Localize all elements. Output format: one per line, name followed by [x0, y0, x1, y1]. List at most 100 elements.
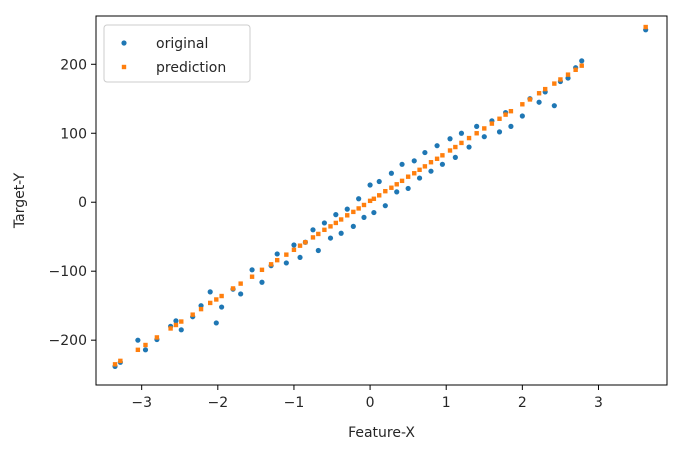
original-point [367, 182, 373, 188]
original-point [207, 289, 213, 295]
original-point [519, 113, 525, 119]
prediction-point [508, 108, 514, 114]
original-point [135, 337, 141, 343]
legend-entry-original: original [121, 36, 208, 52]
prediction-point [118, 358, 123, 364]
x-tick-label: −1 [284, 395, 305, 411]
original-point [142, 347, 149, 353]
original-point [327, 235, 334, 241]
original-point [536, 99, 542, 105]
prediction-point [268, 262, 274, 267]
legend-entries: original prediction [121, 36, 226, 76]
original-point [551, 103, 557, 109]
prediction-point [503, 112, 508, 117]
prediction-point [230, 286, 236, 291]
series-prediction [112, 24, 648, 367]
prediction-point [417, 167, 422, 173]
original-point [274, 251, 280, 257]
prediction-point [474, 131, 479, 136]
original-point [356, 196, 362, 202]
original-point [350, 223, 356, 229]
prediction-point [238, 281, 243, 286]
legend-label: prediction [156, 60, 226, 76]
prediction-point [399, 178, 405, 184]
prediction-point [316, 231, 321, 237]
original-point [249, 267, 255, 273]
prediction-point [338, 217, 344, 222]
prediction-point [422, 164, 428, 169]
prediction-point [565, 72, 571, 77]
prediction-point [179, 319, 184, 324]
original-point [394, 189, 400, 195]
prediction-point [520, 102, 525, 107]
y-ticks: −200 −100 0 100 200 [49, 57, 96, 349]
x-tick-label: 0 [366, 395, 375, 411]
original-point [297, 254, 303, 261]
prediction-point [345, 213, 350, 218]
prediction-point [291, 247, 297, 253]
prediction-point [198, 306, 204, 312]
prediction-point [361, 202, 367, 208]
prediction-point [447, 148, 453, 153]
prediction-point [297, 243, 303, 248]
original-point [376, 178, 382, 185]
prediction-point [453, 144, 458, 150]
prediction-point [536, 91, 542, 96]
original-point [481, 134, 487, 140]
prediction-point [542, 86, 548, 92]
original-point [338, 230, 344, 236]
original-point [428, 168, 434, 174]
original-point [291, 242, 297, 248]
original-point [333, 212, 339, 218]
prediction-point [168, 326, 173, 331]
prediction-point [412, 171, 417, 176]
prediction-point [208, 300, 213, 306]
prediction-point [303, 240, 308, 245]
original-point [178, 327, 184, 333]
prediction-point [489, 121, 495, 126]
legend-label: original [156, 36, 208, 52]
prediction-point [190, 312, 195, 317]
axes-frame [95, 15, 668, 386]
prediction-point [394, 182, 399, 187]
prediction-point [310, 235, 316, 240]
original-point [371, 209, 377, 216]
original-point [173, 318, 179, 324]
prediction-point [284, 252, 289, 257]
original-point [388, 170, 394, 176]
prediction-point [377, 193, 382, 198]
prediction-point [112, 362, 118, 367]
prediction-point [351, 209, 356, 215]
y-tick-label: 100 [60, 126, 87, 142]
original-point [219, 304, 225, 310]
prediction-point [383, 188, 388, 194]
prediction-point [405, 174, 411, 179]
x-tick-label: 1 [442, 395, 451, 411]
prediction-point [466, 135, 472, 141]
prediction-point [259, 267, 265, 273]
prediction-point [579, 63, 584, 68]
legend-entry-prediction: prediction [121, 60, 226, 76]
prediction-point [371, 196, 377, 201]
original-point [382, 203, 388, 209]
x-tick-label: −3 [131, 395, 152, 411]
original-point [411, 158, 417, 164]
original-point [283, 260, 289, 266]
legend-marker [121, 40, 127, 46]
legend-marker [121, 64, 127, 70]
prediction-point [154, 335, 160, 340]
prediction-point [573, 67, 578, 72]
prediction-point [173, 322, 179, 328]
y-tick-label: 200 [60, 57, 87, 73]
prediction-point [440, 153, 445, 158]
original-point [496, 129, 503, 135]
original-point [399, 161, 405, 167]
y-tick-label: −200 [49, 333, 87, 349]
y-axis-label: Target-Y [12, 172, 28, 229]
prediction-point [143, 342, 148, 348]
original-point [344, 206, 350, 212]
legend: original prediction [103, 24, 251, 83]
legend-box [103, 24, 251, 83]
